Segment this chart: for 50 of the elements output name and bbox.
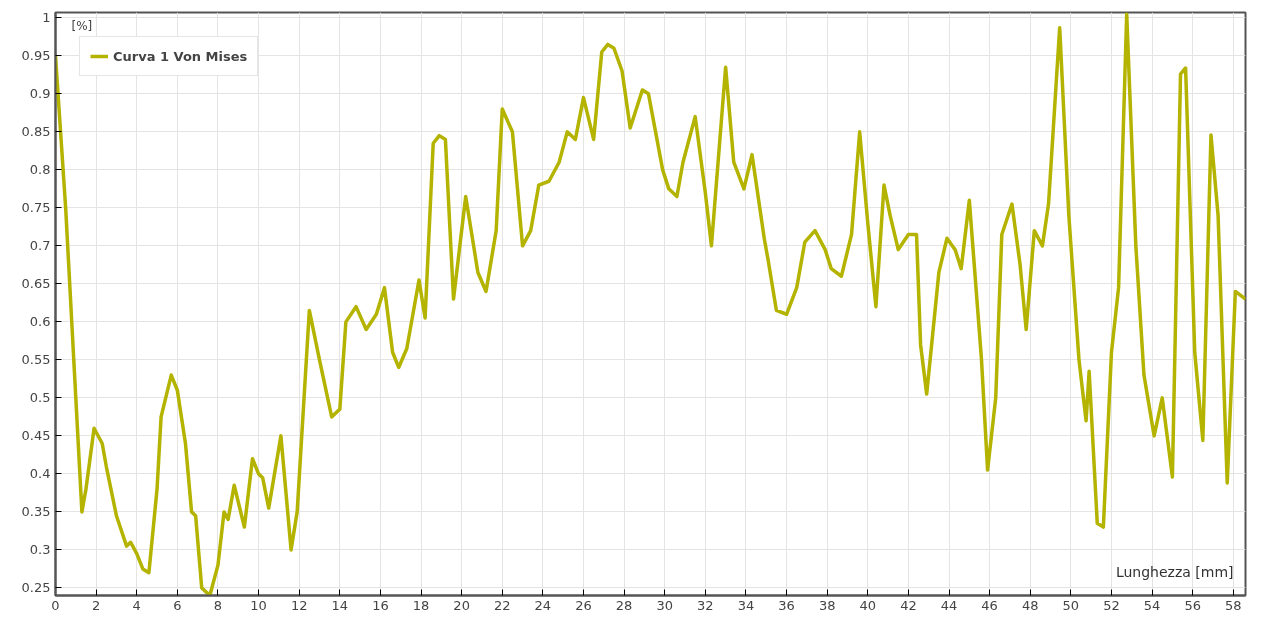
y-tick-label: 0.8 xyxy=(29,162,51,178)
legend-label: Curva 1 Von Mises xyxy=(113,48,248,64)
y-tick-label: 0.85 xyxy=(21,124,51,140)
x-tick-label: 56 xyxy=(1184,597,1201,613)
x-tick-label: 14 xyxy=(331,597,349,613)
x-tick-label: 0 xyxy=(51,597,60,613)
y-tick-label: 0.95 xyxy=(21,48,51,64)
y-tick-label: 0.5 xyxy=(29,390,51,406)
y-tick-label: 0.45 xyxy=(21,428,51,444)
x-tick-label: 42 xyxy=(900,597,917,613)
x-tick-label: 26 xyxy=(575,597,592,613)
y-tick-label: 0.25 xyxy=(21,580,51,596)
x-tick-label: 58 xyxy=(1225,597,1242,613)
y-tick-label: 0.4 xyxy=(29,466,51,482)
y-tick-label: 0.75 xyxy=(21,200,51,216)
y-tick-label: 0.65 xyxy=(21,276,51,292)
y-tick-label: 0.7 xyxy=(29,238,51,254)
x-tick-label: 44 xyxy=(940,597,958,613)
x-tick-label: 20 xyxy=(453,597,470,613)
y-tick-label: 1 xyxy=(42,10,51,26)
y-tick-label: 0.3 xyxy=(29,542,51,558)
y-tick-label: 0.35 xyxy=(21,504,51,520)
line-series xyxy=(55,12,1246,596)
x-tick-label: 28 xyxy=(615,597,633,613)
y-axis-title: [%] xyxy=(71,18,93,33)
x-tick-label: 54 xyxy=(1143,597,1161,613)
x-tick-label: 38 xyxy=(818,597,836,613)
x-tick-label: 12 xyxy=(290,597,308,613)
x-tick-label: 48 xyxy=(1021,597,1039,613)
x-tick-label: 40 xyxy=(859,597,877,613)
x-tick-label: 24 xyxy=(534,597,552,613)
y-tick-label: 0.55 xyxy=(21,352,51,368)
x-tick-label: 2 xyxy=(91,597,101,613)
y-tick-label: 0.6 xyxy=(29,314,51,330)
x-tick-label: 4 xyxy=(132,597,141,613)
x-tick-label: 46 xyxy=(981,597,998,613)
x-tick-label: 32 xyxy=(697,597,714,613)
x-tick-label: 16 xyxy=(372,597,389,613)
x-tick-label: 50 xyxy=(1062,597,1080,613)
y-tick-label: 0.9 xyxy=(29,86,51,102)
x-tick-label: 30 xyxy=(656,597,673,613)
x-tick-label: 52 xyxy=(1103,597,1120,613)
x-tick-label: 18 xyxy=(412,597,430,613)
x-axis-title: Lunghezza [mm] xyxy=(1115,563,1234,580)
x-tick-label: 22 xyxy=(493,597,511,613)
x-tick-label: 6 xyxy=(173,597,182,613)
x-tick-label: 10 xyxy=(250,597,267,613)
x-tick-label: 8 xyxy=(213,597,223,613)
x-tick-label: 34 xyxy=(737,597,755,613)
x-tick-label: 36 xyxy=(778,597,795,613)
